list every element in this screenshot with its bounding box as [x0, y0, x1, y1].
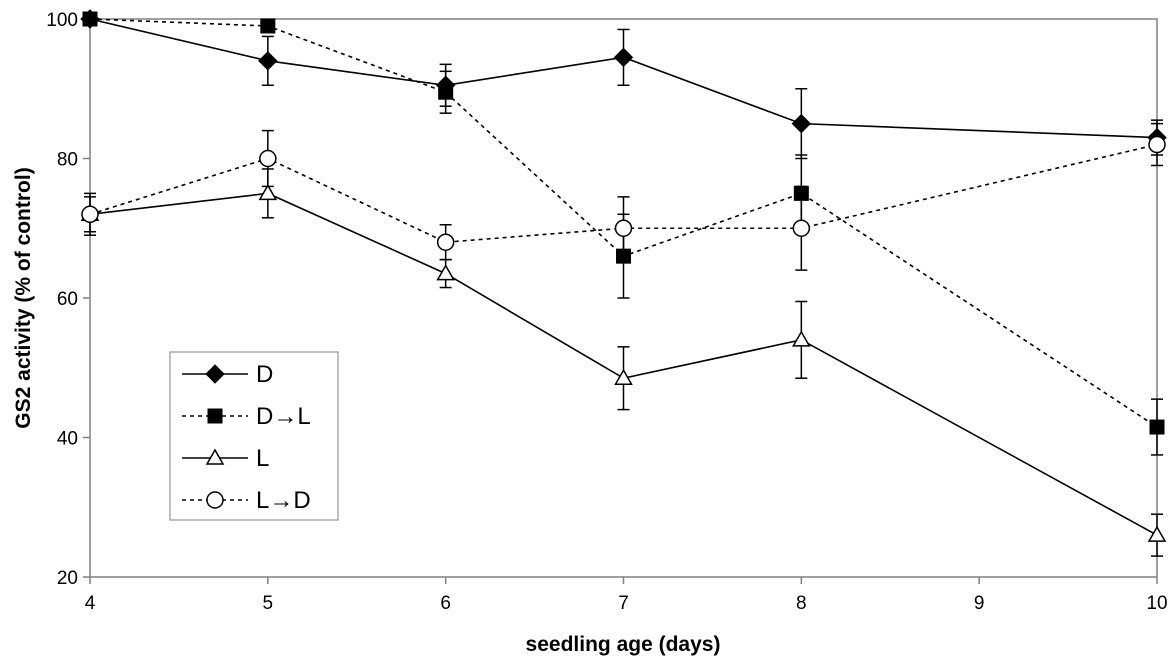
- legend-label: D→L: [256, 403, 311, 430]
- legend-label: L→D: [256, 487, 311, 514]
- data-point: [81, 205, 99, 224]
- x-tick-label: 4: [85, 593, 96, 614]
- legend-marker: [206, 491, 224, 509]
- data-point: [258, 183, 278, 201]
- x-tick-label: 10: [1146, 593, 1167, 614]
- y-tick-label: 60: [57, 289, 78, 310]
- series-4: [81, 122, 1166, 271]
- data-point: [1149, 419, 1165, 435]
- series-line: [89, 18, 1158, 428]
- axes: 20 40 60 80 100 4 5 6 7 8 9 10: [46, 10, 1167, 614]
- legend-item: D→L: [182, 403, 311, 430]
- series-line: [89, 18, 1158, 139]
- y-tick-label: 100: [46, 10, 78, 31]
- x-tick-label: 9: [974, 593, 985, 614]
- legend-marker: [205, 364, 225, 384]
- data-point: [614, 368, 633, 385]
- legend-box: [169, 351, 339, 521]
- data-point: [792, 330, 811, 347]
- x-tick-label: 6: [440, 593, 451, 614]
- data-point: [436, 264, 455, 281]
- series-line: [89, 143, 1158, 244]
- data-point: [613, 47, 634, 68]
- data-point: [1148, 135, 1166, 154]
- data-point: [260, 18, 276, 34]
- x-tick-label: 8: [796, 593, 807, 614]
- legend-marker: [205, 448, 225, 465]
- x-tick-label: 7: [618, 593, 629, 614]
- y-axis-title: GS2 activity (% of control): [12, 167, 35, 428]
- data-point: [792, 219, 811, 237]
- legend-label: D: [256, 361, 273, 388]
- series-layer: [80, 9, 1167, 557]
- data-point: [436, 233, 455, 251]
- data-point: [82, 11, 98, 27]
- legend: D D→L L L→D: [169, 351, 339, 521]
- y-tick-label: 80: [57, 150, 78, 171]
- legend-item: L→D: [182, 487, 311, 514]
- y-tick-label: 40: [57, 429, 78, 450]
- legend-item: D: [182, 361, 273, 388]
- data-point: [438, 84, 454, 100]
- series-line: [89, 192, 1158, 536]
- legend-item: L: [182, 445, 269, 472]
- data-point: [1147, 525, 1167, 542]
- data-point: [614, 219, 633, 237]
- y-tick-label: 20: [57, 568, 78, 589]
- data-point: [791, 113, 812, 134]
- legend-label: L: [256, 445, 269, 472]
- legend-marker: [207, 408, 223, 424]
- data-point: [258, 51, 278, 71]
- x-axis-title: seedling age (days): [526, 633, 721, 656]
- x-tick-label: 5: [263, 593, 274, 614]
- data-point: [259, 149, 277, 168]
